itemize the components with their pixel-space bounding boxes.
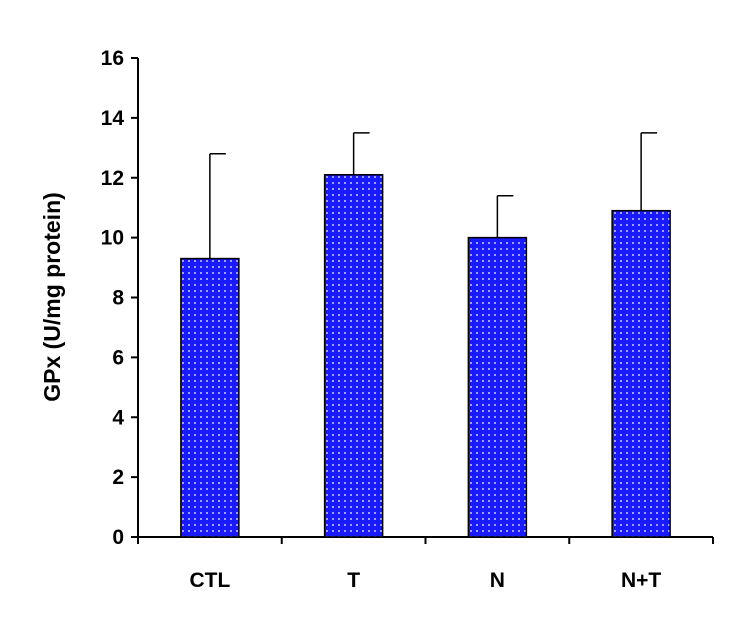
y-tick-label: 14 xyxy=(101,107,125,130)
y-axis: 0 2 4 6 8 10 12 14 16 xyxy=(101,47,139,549)
y-tick-label: 16 xyxy=(101,47,124,70)
bar-ctl xyxy=(180,257,240,538)
error-bars xyxy=(209,132,658,259)
y-tick-label: 8 xyxy=(112,287,124,310)
y-tick-label: 12 xyxy=(101,167,124,190)
x-axis xyxy=(137,536,714,544)
category-label: CTL xyxy=(189,569,230,592)
y-tick-label: 4 xyxy=(112,406,124,429)
category-label: N xyxy=(490,569,505,592)
category-label: N+T xyxy=(621,569,661,592)
bars xyxy=(180,174,671,538)
bar-n xyxy=(467,236,528,538)
bar-t xyxy=(323,174,384,538)
category-labels: CTL T N N+T xyxy=(189,569,661,592)
category-label: T xyxy=(347,569,360,592)
y-axis-title: GPx (U/mg protein) xyxy=(39,192,65,402)
bar-n-t xyxy=(611,209,671,538)
y-tick-label: 2 xyxy=(112,466,124,489)
y-tick-label: 0 xyxy=(112,526,124,549)
y-tick-label: 10 xyxy=(101,227,124,250)
y-tick-label: 6 xyxy=(112,346,124,369)
